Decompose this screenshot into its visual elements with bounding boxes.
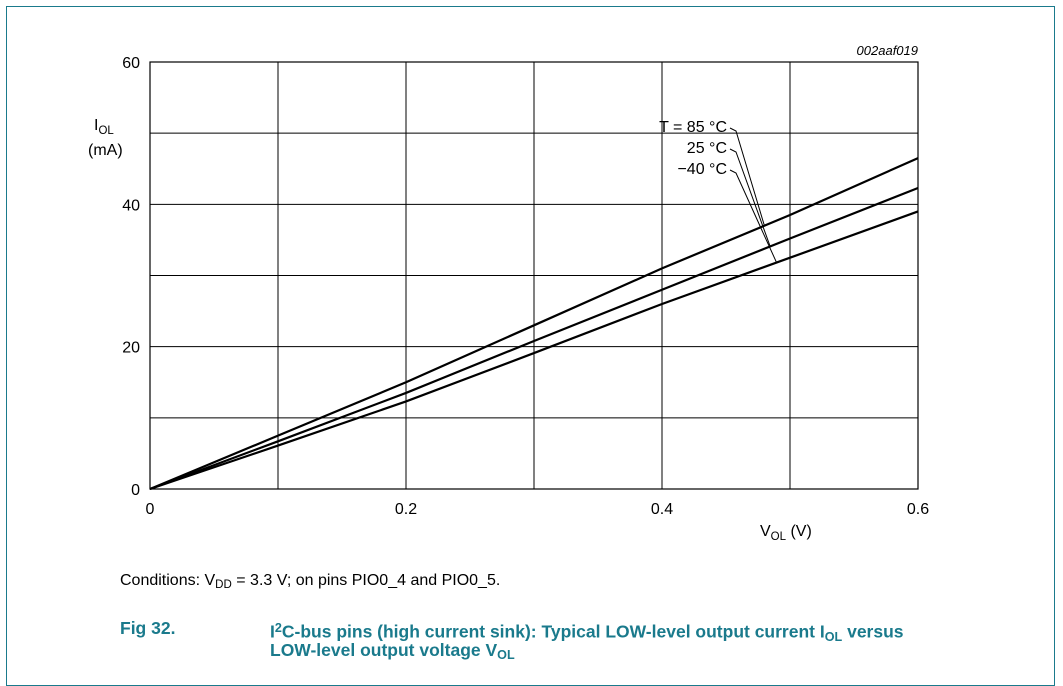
x-axis-label: VOL (V) [760, 523, 812, 543]
y-tick-label: 0 [131, 482, 140, 499]
series-label-1: T = 85 °C [659, 119, 727, 136]
series-labels: T = 85 °C 25 °C −40 °C [659, 119, 727, 178]
series-line-2 [149, 186, 919, 491]
series-line-1 [149, 157, 919, 491]
leader-line-3 [729, 169, 778, 263]
caption-line-1: I2C-bus pins (high current sink): Typica… [270, 621, 904, 644]
y-tick-label: 20 [122, 340, 140, 357]
y-tick-label: 40 [122, 197, 140, 214]
figure-id: 002aaf019 [857, 43, 918, 58]
plot-area-border [149, 61, 919, 490]
series-layer [149, 157, 919, 491]
x-tick-label: 0.2 [395, 501, 417, 518]
x-tick-label: 0.4 [651, 501, 673, 518]
leader-line-2 [729, 148, 771, 247]
series-line-3 [149, 210, 919, 491]
y-tick-label: 60 [122, 55, 140, 72]
y-axis-unit: (mA) [88, 142, 123, 159]
series-label-3: −40 °C [677, 161, 727, 178]
x-tick-labels: 0 0.2 0.4 0.6 [146, 501, 930, 518]
series-label-2: 25 °C [687, 140, 727, 157]
grid-layer [150, 62, 918, 489]
y-tick-labels: 0 20 40 60 [122, 55, 140, 499]
y-axis-label: IOL [94, 117, 114, 137]
caption-line-2: LOW-level output voltage VOL [270, 640, 515, 663]
leader-line-1 [729, 127, 765, 226]
x-tick-label: 0 [146, 501, 155, 518]
figure-number: Fig 32. [120, 618, 176, 638]
x-tick-label: 0.6 [907, 501, 929, 518]
leader-lines [729, 127, 778, 263]
conditions-note: Conditions: VDD = 3.3 V; on pins PIO0_4 … [120, 572, 501, 591]
